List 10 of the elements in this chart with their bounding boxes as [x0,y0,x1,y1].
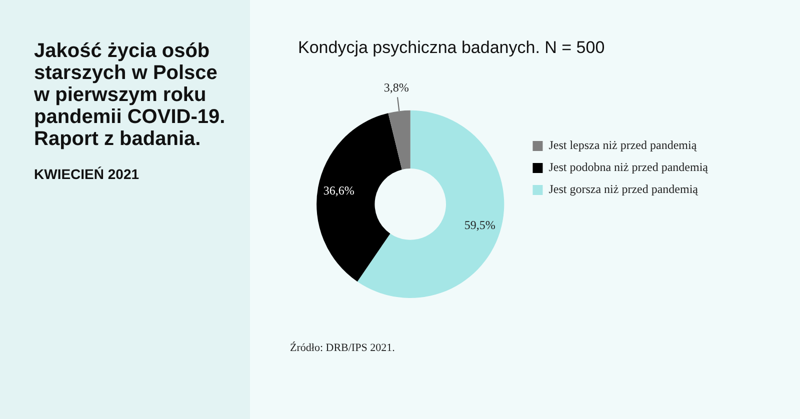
legend-label: Jest podobna niż przed pandemią [548,160,709,174]
text: Źródło: DRB/IPS 2021. [290,342,395,354]
legend-label: Jest lepsza niż przed pandemią [548,138,698,152]
legend-label: Jest gorsza niż przed pandemią [548,182,699,196]
data-label: 36,6% [323,183,354,198]
chart-title: Kondycja psychiczna badanych. N = 500 [298,38,605,57]
data-label: 59,5% [464,218,496,232]
data-label: 3,8% [384,80,409,94]
text: Jakość życia osób starszych w Polsce w pierwszym roku pandemii COVID-19. Raport z badania. [34,40,226,150]
text: KWIECIEŃ 2021 [34,166,140,182]
